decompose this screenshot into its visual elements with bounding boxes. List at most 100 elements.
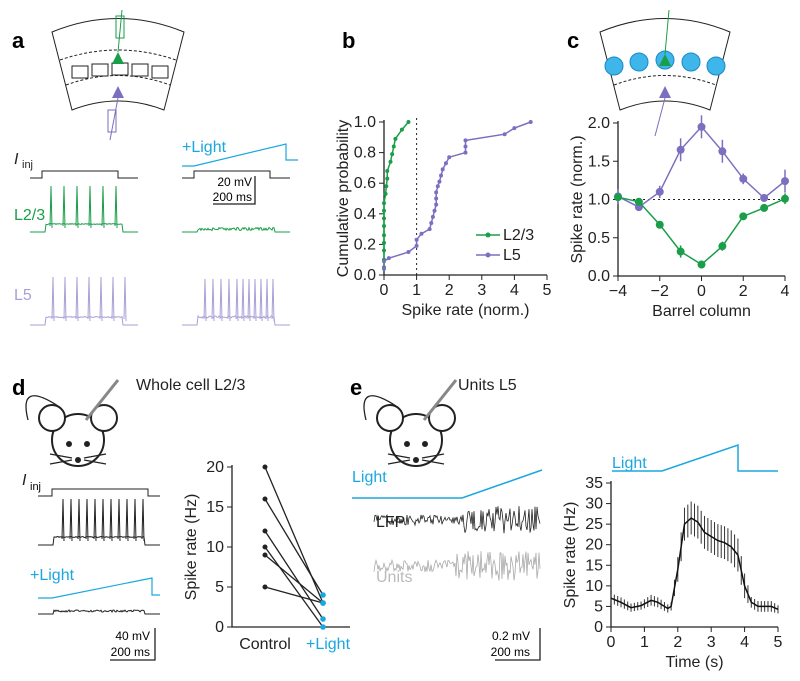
x-tick-label: 2 bbox=[673, 634, 682, 651]
data-point bbox=[382, 249, 386, 253]
y-tick-label: 1.5 bbox=[588, 153, 610, 170]
data-point bbox=[656, 188, 664, 196]
data-point bbox=[385, 177, 389, 181]
control-point bbox=[263, 529, 268, 534]
title-d: Whole cell L2/3 bbox=[136, 377, 245, 394]
data-point bbox=[429, 221, 433, 225]
data-point bbox=[441, 167, 445, 171]
light-point bbox=[320, 624, 326, 630]
scale-mv-d: 40 mV bbox=[115, 629, 150, 643]
mouse-nose bbox=[75, 457, 81, 463]
data-point bbox=[415, 244, 419, 248]
data-point bbox=[739, 175, 747, 183]
data-point bbox=[392, 144, 396, 148]
y-tick-label: 35 bbox=[585, 475, 603, 492]
pair-line bbox=[265, 531, 323, 619]
data-point bbox=[739, 212, 747, 220]
y-tick-label: 30 bbox=[585, 496, 603, 513]
mouse-eye bbox=[404, 441, 410, 447]
trace-l23-control bbox=[30, 186, 138, 232]
light-point bbox=[320, 592, 326, 598]
data-point bbox=[656, 221, 664, 229]
figure: a I inj +Light L2/3 L5 20 mV 200 ms b 0.… bbox=[0, 0, 800, 681]
l23-label-a: L2/3 bbox=[14, 207, 45, 224]
x-tick-label: 2 bbox=[739, 283, 748, 300]
data-point bbox=[382, 233, 386, 237]
y-tick-label: 15 bbox=[206, 499, 224, 516]
data-point bbox=[382, 267, 386, 271]
data-point bbox=[677, 146, 685, 154]
x-tick-label: 1 bbox=[412, 282, 421, 299]
chart-c: 0.0 0.5 1.0 1.5 2.0 −4 −2 0 2 4 Barrel column Spike… bbox=[569, 115, 790, 320]
scale-mv-e: 0.2 mV bbox=[492, 629, 530, 643]
scale-mv-a: 20 mV bbox=[217, 175, 252, 189]
panel-label-e: e bbox=[350, 375, 362, 400]
data-point bbox=[382, 201, 386, 205]
x-tick-label: 5 bbox=[543, 282, 552, 299]
data-point bbox=[439, 174, 443, 178]
legend-marker bbox=[486, 253, 491, 258]
data-point bbox=[431, 215, 435, 219]
data-point bbox=[464, 144, 468, 148]
x-axis-label: Time (s) bbox=[665, 654, 723, 671]
x-tick-label: 2 bbox=[445, 282, 454, 299]
x-tick-label: 1 bbox=[640, 634, 649, 651]
scale-ms-a: 200 ms bbox=[213, 190, 252, 204]
barrel-schematic-a bbox=[52, 10, 184, 140]
data-point bbox=[400, 128, 404, 132]
data-point bbox=[393, 137, 397, 141]
control-point bbox=[263, 497, 268, 502]
chart-d: 0 5 10 15 20 Spike rate (Hz) Control +Light bbox=[183, 459, 351, 653]
y-tick-label: 0.2 bbox=[354, 236, 376, 253]
data-point bbox=[384, 184, 388, 188]
pair-line bbox=[265, 547, 323, 627]
y-tick-label: 1.0 bbox=[588, 192, 610, 209]
category-label-light: +Light bbox=[306, 636, 351, 653]
data-point bbox=[390, 152, 394, 156]
data-point bbox=[382, 241, 386, 245]
mouse-ear bbox=[39, 405, 65, 431]
mouse-nose bbox=[413, 457, 419, 463]
light-label-a: +Light bbox=[182, 139, 227, 156]
y-tick-label: 25 bbox=[585, 516, 603, 533]
trace-l5-control bbox=[30, 277, 138, 325]
y-axis-label: Spike rate (Hz) bbox=[562, 502, 579, 609]
y-tick-label: 0.0 bbox=[588, 268, 610, 285]
y-axis-label: Cumulative probability bbox=[335, 120, 352, 277]
legend-marker bbox=[486, 233, 491, 238]
axes-d bbox=[232, 465, 350, 627]
category-label-control: Control bbox=[239, 636, 291, 653]
panel-label-b: b bbox=[342, 28, 355, 53]
data-point bbox=[781, 195, 789, 203]
data-point bbox=[635, 198, 643, 206]
y-tick-label: 20 bbox=[206, 459, 224, 476]
series-line-L2/3 bbox=[618, 197, 785, 264]
y-tick-label: 0.5 bbox=[588, 230, 610, 247]
data-point bbox=[387, 256, 391, 260]
pair-line bbox=[265, 499, 323, 595]
y-tick-label: 0.8 bbox=[354, 145, 376, 162]
pair-line bbox=[265, 555, 323, 603]
iinj-sub-d: inj bbox=[30, 481, 41, 493]
x-tick-label: 4 bbox=[510, 282, 519, 299]
data-point bbox=[382, 209, 386, 213]
traces-d bbox=[38, 489, 160, 614]
x-tick-label: 5 bbox=[774, 634, 783, 651]
y-tick-label: 0.6 bbox=[354, 175, 376, 192]
x-tick-label: 3 bbox=[477, 282, 486, 299]
mouse-eye bbox=[84, 441, 90, 447]
data-point bbox=[503, 132, 507, 136]
iinj-sub-a: inj bbox=[22, 159, 33, 171]
data-point bbox=[464, 151, 468, 155]
mouse-eye bbox=[422, 441, 428, 447]
chart-e: 0 5 10 15 20 25 30 35 0 1 2 3 4 5 Time (s) Spike rate (… bbox=[562, 445, 783, 671]
data-point bbox=[434, 203, 438, 207]
y-axis-label: Spike rate (Hz) bbox=[183, 494, 200, 601]
data-point bbox=[415, 238, 419, 242]
data-point bbox=[718, 147, 726, 155]
units-label: Units bbox=[376, 569, 412, 586]
axes-c bbox=[618, 121, 785, 276]
series-line-L5 bbox=[618, 127, 785, 207]
y-tick-label: 0 bbox=[215, 619, 224, 636]
data-point bbox=[464, 138, 468, 142]
